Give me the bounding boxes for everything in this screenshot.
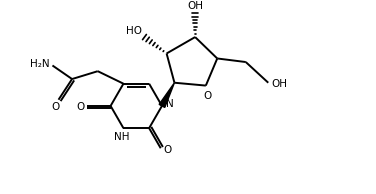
Text: N: N	[165, 99, 173, 109]
Polygon shape	[159, 83, 174, 107]
Text: O: O	[52, 101, 60, 112]
Text: OH: OH	[271, 79, 287, 89]
Text: O: O	[203, 91, 211, 100]
Text: HO: HO	[126, 26, 143, 36]
Text: OH: OH	[187, 1, 203, 11]
Text: O: O	[164, 145, 172, 155]
Text: H₂N: H₂N	[30, 59, 50, 69]
Text: NH: NH	[114, 133, 129, 142]
Text: O: O	[76, 102, 85, 112]
